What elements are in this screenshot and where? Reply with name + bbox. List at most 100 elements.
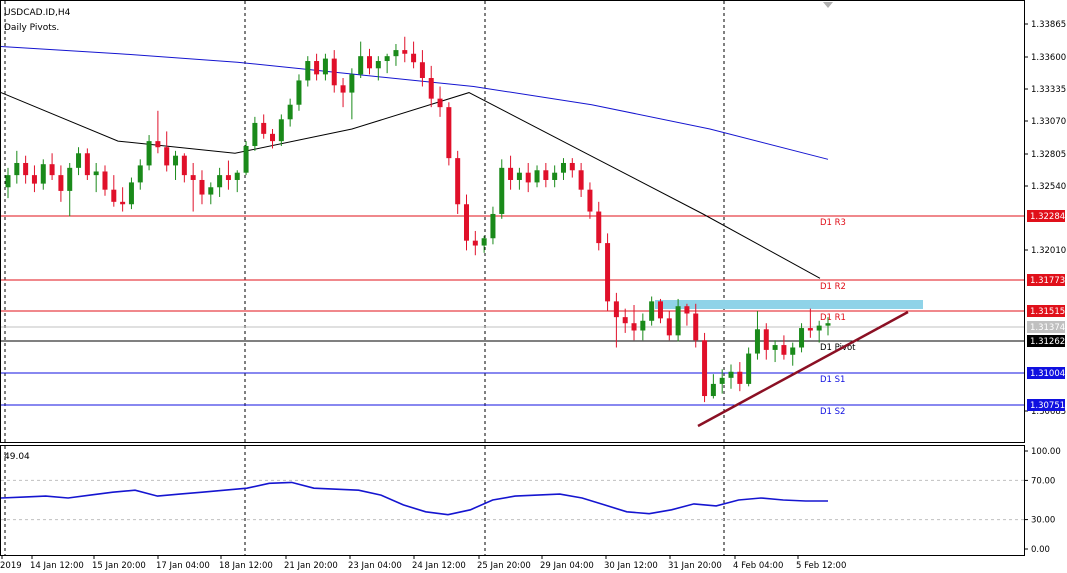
- candle-body: [710, 383, 716, 397]
- candle-body: [314, 61, 320, 75]
- indicator-label: Daily Pivots.: [4, 23, 59, 33]
- candle-body: [402, 50, 408, 54]
- price-tick-label: 1.30685: [1031, 407, 1066, 417]
- moving-average-slow: [0, 46, 829, 160]
- price-tag-label: 1.32284: [1030, 212, 1065, 222]
- symbol-label: USDCAD.ID,H4: [4, 8, 71, 18]
- time-tick-label: 15 Jan 20:00: [92, 561, 146, 571]
- pivot-label: D1 Pivot: [820, 343, 856, 353]
- candle-body: [287, 104, 293, 120]
- time-tick-label: 14 Jan 12:00: [30, 561, 84, 571]
- candle-body: [622, 317, 628, 324]
- pivot-label: D1 R1: [820, 313, 846, 323]
- candle-body: [666, 318, 672, 336]
- rsi-axis: 100.00 70.00 30.00 0.00: [1024, 447, 1061, 555]
- candle-body: [252, 122, 258, 146]
- candle-body: [737, 371, 743, 384]
- candle-body: [428, 78, 434, 99]
- candle-body: [93, 171, 99, 176]
- time-tick-label: 31 Jan 20:00: [668, 561, 722, 571]
- candle-body: [411, 53, 417, 63]
- price-tick-label: 1.33335: [1031, 85, 1066, 95]
- candle-body: [270, 133, 276, 142]
- price-tag: [1027, 321, 1065, 333]
- candle-body: [772, 345, 778, 350]
- price-tag: [1027, 367, 1065, 379]
- candle-body: [799, 328, 805, 348]
- candle-body: [146, 141, 152, 166]
- price-axis: 1.33865 1.33600 1.33335 1.33070 1.32805 1.325…: [1024, 20, 1066, 417]
- candle-body: [225, 175, 231, 180]
- candle-body: [349, 74, 355, 93]
- candle-body: [84, 153, 90, 176]
- candle-body: [358, 56, 364, 75]
- candle-body: [128, 182, 134, 205]
- candle-body: [137, 165, 143, 183]
- rsi-value-label: 49.04: [4, 452, 30, 462]
- candle-body: [14, 162, 20, 176]
- vertical-grid: [4, 1, 725, 555]
- price-tick-label: 1.33600: [1031, 53, 1066, 63]
- candle-body: [525, 172, 531, 183]
- candle-body: [816, 325, 822, 331]
- rsi-line: [0, 481, 828, 516]
- candle-body: [199, 179, 205, 195]
- price-tag: [1027, 399, 1065, 411]
- main-panel-frame: [0, 0, 1025, 443]
- pivot-label: D1 R3: [820, 218, 846, 228]
- candle-body: [208, 187, 214, 195]
- candle-body: [481, 238, 487, 246]
- chart-shift-marker[interactable]: [823, 2, 833, 8]
- candle-body: [587, 189, 593, 212]
- pivot-label: D1 S1: [820, 375, 845, 385]
- candle-body: [58, 175, 64, 191]
- candle-body: [331, 58, 337, 86]
- price-tick-label: 1.33070: [1031, 117, 1066, 127]
- rsi-levels: [1, 479, 1024, 521]
- candle-body: [693, 313, 699, 341]
- candle-body: [463, 204, 469, 241]
- candle-body: [640, 320, 646, 331]
- candle-body: [807, 328, 813, 331]
- candle-body: [49, 164, 55, 176]
- candle-body: [631, 323, 637, 331]
- candle-body: [657, 301, 663, 319]
- candle-body: [455, 158, 461, 205]
- candle-body: [684, 306, 690, 314]
- time-tick-label: 5 Feb 12:00: [796, 561, 846, 571]
- candle-body: [419, 62, 425, 79]
- candle-body: [111, 189, 117, 202]
- candle-body: [437, 98, 443, 108]
- time-tick-label: 29 Jan 04:00: [540, 561, 594, 571]
- candle-body: [569, 162, 575, 171]
- price-tag-label: 1.31004: [1030, 369, 1065, 379]
- candle-body: [31, 175, 37, 184]
- candle-body: [340, 85, 346, 93]
- candle-body: [67, 167, 73, 191]
- price-tag-label: 1.31773: [1030, 276, 1065, 286]
- candlesticks: [5, 36, 831, 403]
- time-axis: 2019 14 Jan 12:00 15 Jan 20:00 17 Jan 04:00…: [0, 555, 846, 571]
- time-tick-label: 24 Jan 12:00: [412, 561, 466, 571]
- candle-body: [508, 167, 514, 180]
- candle-body: [472, 240, 478, 246]
- pivot-lines: D1 R3 D1 R2 D1 R1 D1 Pivot D1 S1 D1 S2: [1, 215, 1024, 417]
- candle-body: [120, 201, 126, 205]
- trendline[interactable]: [697, 310, 909, 428]
- candle-body: [296, 80, 302, 105]
- candle-body: [164, 147, 170, 166]
- candle-body: [781, 345, 787, 355]
- price-tag-label: 1.31515: [1030, 307, 1065, 317]
- candle-body: [825, 323, 831, 326]
- time-tick-label: 18 Jan 12:00: [219, 561, 273, 571]
- candle-body: [543, 170, 549, 180]
- candle-body: [243, 145, 249, 173]
- time-tick-label: 4 Feb 04:00: [733, 561, 783, 571]
- candle-body: [5, 175, 11, 188]
- candle-body: [23, 162, 29, 176]
- pivot-label: D1 R2: [820, 282, 846, 292]
- candle-body: [305, 61, 311, 81]
- candle-body: [181, 155, 187, 176]
- candle-body: [534, 170, 540, 183]
